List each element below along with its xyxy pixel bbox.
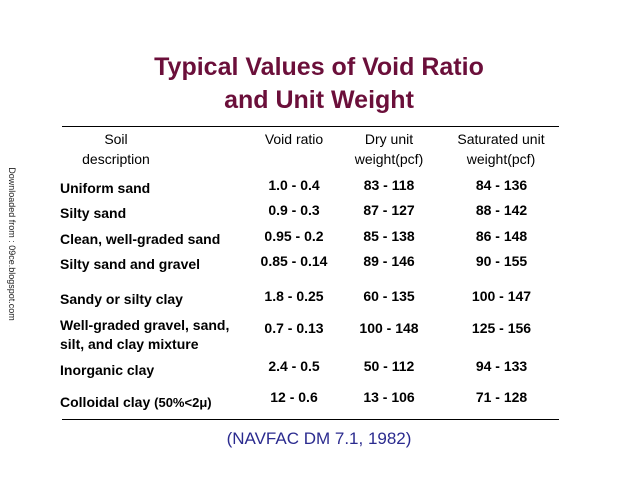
soil-description: Silty sand and gravel [60,256,201,272]
saturated-unit-weight-value: 86 - 148 [475,228,528,244]
soil-description-line2: silt, and clay mixture [60,336,199,352]
saturated-unit-weight-value: 71 - 128 [475,389,528,405]
dry-unit-weight-value: 83 - 118 [363,177,415,193]
header-soil-description: Soil description [60,129,172,169]
header-void-ratio: Void ratio [264,131,324,147]
header-sat-line2: weight(pcf) [466,151,536,167]
saturated-unit-weight-value: 100 - 147 [471,288,532,304]
void-ratio-value: 0.95 - 0.2 [264,228,324,244]
dry-unit-weight-value: 60 - 135 [363,288,415,304]
dry-unit-weight-value: 100 - 148 [359,320,419,336]
saturated-unit-weight-value: 125 - 156 [471,320,532,336]
void-ratio-value: 1.0 - 0.4 [268,177,320,193]
table-bottom-rule [62,419,559,420]
void-ratio-value: 12 - 0.6 [270,389,318,405]
dry-unit-weight-value: 50 - 112 [363,358,415,374]
header-sat-line1: Saturated unit [457,131,545,147]
void-ratio-value: 0.7 - 0.13 [264,320,324,336]
saturated-unit-weight-value: 88 - 142 [475,202,528,218]
header-soil-line1: Soil [104,131,128,147]
soil-description: Sandy or silty clay [60,291,183,307]
soil-description-line1: Well-graded gravel, sand, [60,317,230,333]
soil-description: Clean, well-graded sand [60,231,221,247]
header-saturated-unit-weight: Saturated unit weight(pcf) [440,129,562,169]
header-dry-unit-weight: Dry unit weight(pcf) [340,129,438,169]
soil-description: Silty sand [60,205,127,221]
download-source-note: Downloaded from : 09ce.blogspot.com [7,167,17,321]
soil-description-prefix: Colloidal clay [60,394,155,410]
dry-unit-weight-value: 87 - 127 [363,202,415,218]
void-ratio-value: 2.4 - 0.5 [268,358,320,374]
header-dry-line2: weight(pcf) [354,151,424,167]
soil-description-close: ) [207,395,212,410]
header-soil-line2: description [82,151,150,167]
table-top-rule [62,126,559,127]
soil-description: Colloidal clay (50%<2μ) [60,393,212,412]
page-title-line1: Typical Values of Void Ratio [154,53,484,81]
micron-symbol: μ [199,395,208,410]
soil-description: Inorganic clay [60,362,155,378]
dry-unit-weight-value: 13 - 106 [363,389,415,405]
header-dry-line1: Dry unit [364,131,414,147]
void-ratio-value: 0.85 - 0.14 [260,253,328,269]
void-ratio-value: 1.8 - 0.25 [264,288,324,304]
soil-description-note: (50%<2 [154,395,200,410]
citation: (NAVFAC DM 7.1, 1982) [226,429,412,448]
dry-unit-weight-value: 89 - 146 [363,253,415,269]
void-ratio-value: 0.9 - 0.3 [268,202,320,218]
saturated-unit-weight-value: 84 - 136 [475,177,528,193]
saturated-unit-weight-value: 90 - 155 [475,253,528,269]
saturated-unit-weight-value: 94 - 133 [475,358,528,374]
soil-description: Uniform sand [60,180,151,196]
dry-unit-weight-value: 85 - 138 [363,228,415,244]
page-title-line2: and Unit Weight [224,86,414,114]
